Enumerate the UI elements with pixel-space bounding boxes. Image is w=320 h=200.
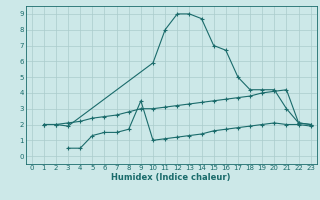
X-axis label: Humidex (Indice chaleur): Humidex (Indice chaleur)	[111, 173, 231, 182]
